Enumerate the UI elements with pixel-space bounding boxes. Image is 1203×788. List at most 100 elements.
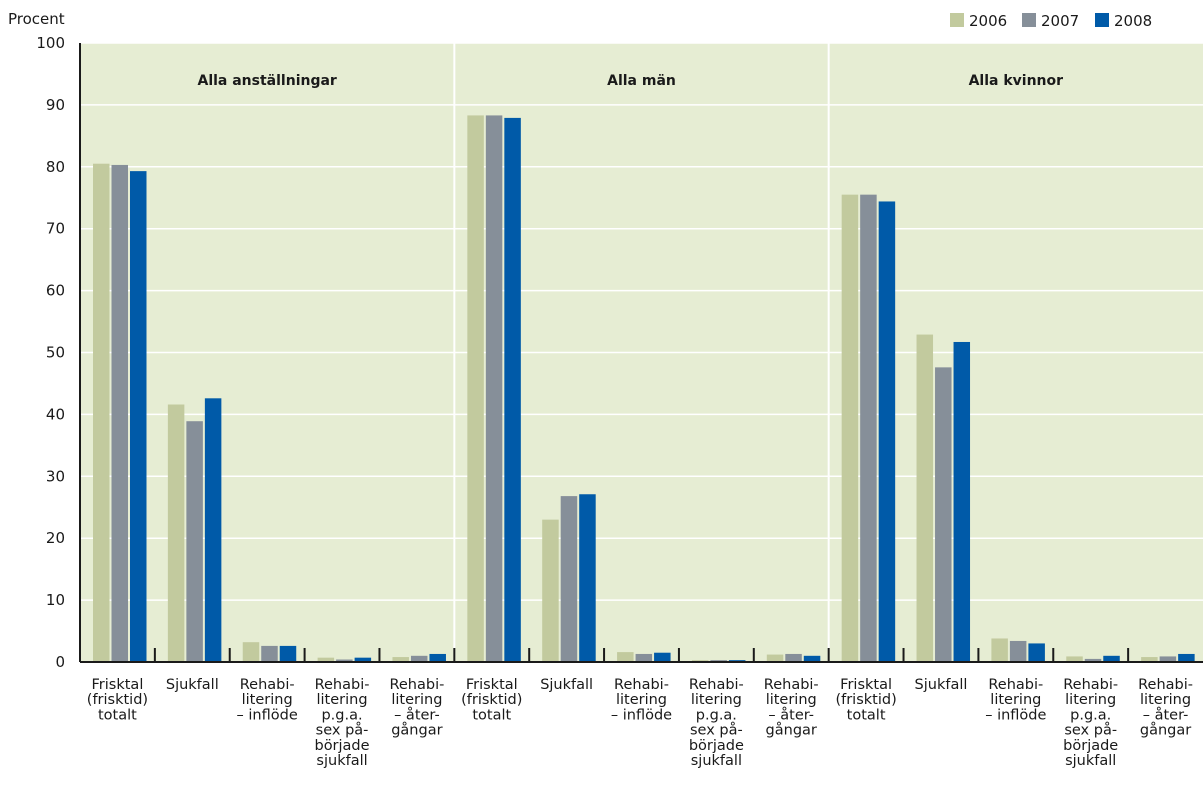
bar-2007 [935,367,952,662]
category-label-line: litering [317,692,368,708]
category-label-line: Rehabi- [315,677,370,693]
category-label-line: – inflöde [611,707,672,723]
category-label-line: sex på- [316,722,369,739]
y-tick-label: 60 [46,282,65,300]
category-label-line: gångar [1140,722,1191,739]
category-label-line: (frisktid) [835,692,896,708]
category-label-line: litering [242,692,293,708]
bar-2006 [93,163,110,662]
legend-swatch [950,13,964,27]
panel-title: Alla män [607,73,676,89]
y-tick-label: 100 [36,34,65,52]
category-label-line: sjukfall [691,753,742,769]
category-label-line: – åter- [394,706,440,723]
category-label-line: litering [990,692,1041,708]
category-label-line: Sjukfall [540,677,593,693]
category-label-line: – åter- [1143,706,1189,723]
bar-2007 [1084,658,1102,662]
category-label-line: Rehabi- [1063,677,1118,693]
panel-title: Alla kvinnor [969,73,1064,89]
category-label-line: började [314,738,369,754]
category-label-line: Frisktal [92,677,144,693]
category-label-line: litering [691,692,742,708]
category-label-line: Rehabi- [1138,677,1193,693]
y-tick-label: 80 [46,158,65,176]
bar-2008 [1103,655,1120,662]
category-label-line: litering [766,692,817,708]
category-label: Rehabi-litering – åter-gångar [389,677,444,739]
category-label-line: litering [616,692,667,708]
bars [93,115,1195,663]
y-tick-label: 20 [46,529,65,547]
bar-2006 [841,194,859,662]
panel-separators [453,43,830,662]
category-label-line: Rehabi- [764,677,819,693]
category-label-line: började [689,738,744,754]
category-label-line: Rehabi- [614,677,669,693]
category-label-line: litering [1065,692,1116,708]
category-label-line: Rehabi- [389,677,444,693]
category-label: Rehabi-litering p.g.a. sex på-började sjukf… [1063,677,1118,769]
bar-2008 [1028,643,1045,662]
category-label-line: Sjukfall [166,677,219,693]
category-label-line: Rehabi- [240,677,295,693]
bar-2006 [1141,657,1158,662]
category-label-line: gångar [391,722,442,739]
category-label: Sjukfall [540,677,593,693]
bar-2007 [485,115,503,663]
bar-2007 [336,659,353,662]
category-label-line: Rehabi- [988,677,1043,693]
category-label: Sjukfall [915,677,968,693]
y-tick-labels: 0 10 20 30 40 50 60 70 80 90 100 [36,34,65,671]
bar-2007 [860,194,877,662]
category-label-line: – inflöde [237,707,298,723]
category-label-line: litering [391,692,442,708]
bar-2008 [878,201,896,663]
legend-label: 2007 [1041,12,1079,30]
bar-2006 [242,642,260,662]
bar-2006 [317,657,335,662]
bar-2008 [654,652,671,662]
bar-2007 [1159,656,1177,662]
y-tick-label: 10 [46,591,65,609]
category-label-line: Frisktal [466,677,518,693]
bar-2006 [392,657,409,662]
category-label-line: litering [1140,692,1191,708]
y-tick-label: 40 [46,405,65,423]
category-label-line: totalt [847,707,886,723]
category-label: Frisktal (frisktid) totalt [835,677,896,723]
bar-2006 [991,638,1008,662]
y-tick-label: 50 [46,344,65,362]
category-label-line: Sjukfall [915,677,968,693]
bar-2008 [579,494,596,662]
bar-2007 [410,655,428,662]
panel-title: Alla anställningar [197,73,336,89]
category-label: Frisktal (frisktid) totalt [461,677,522,723]
legend-swatch [1095,13,1109,27]
bar-2008 [1178,653,1195,662]
category-label-line: gångar [766,722,817,739]
bar-2006 [617,652,634,662]
category-label-line: totalt [98,707,137,723]
bar-2007 [261,645,278,662]
category-label-line: (frisktid) [461,692,522,708]
category-label-line: Frisktal [840,677,892,693]
bar-2006 [1066,656,1083,662]
category-label-line: – inflöde [985,707,1046,723]
category-label: Rehabi-litering – inflöde [611,677,672,723]
bar-2006 [167,404,185,662]
axes [79,43,1203,663]
category-label-line: p.g.a. [1070,707,1111,723]
category-label: Rehabi-litering – åter-gångar [1138,677,1193,739]
bar-2006 [916,334,934,662]
category-label: Sjukfall [166,677,219,693]
gridlines [80,42,1203,601]
bar-2008 [354,657,372,662]
x-tick-marks [153,648,1130,663]
category-label: Rehabi-litering – inflöde [985,677,1046,723]
category-label-line: började [1063,738,1118,754]
category-label: Rehabi-litering – inflöde [237,677,298,723]
